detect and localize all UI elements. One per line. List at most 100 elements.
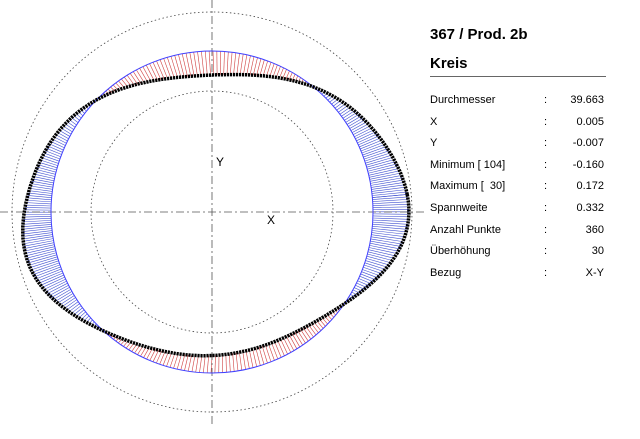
hatch-line xyxy=(25,207,52,209)
hatch-line xyxy=(22,222,52,225)
hatch-line xyxy=(178,54,185,77)
hatch-line xyxy=(349,119,365,129)
row-colon: : xyxy=(544,158,548,171)
hatch-line xyxy=(145,64,155,81)
hatch-line xyxy=(369,170,400,178)
hatch-line xyxy=(59,130,70,137)
hatch-line xyxy=(28,254,57,264)
hatch-line xyxy=(345,114,359,123)
hatch-line xyxy=(372,204,409,206)
hatch-line xyxy=(169,353,176,368)
hatch-line xyxy=(34,173,55,179)
hatch-line xyxy=(355,129,374,140)
hatch-line xyxy=(23,234,53,240)
hatch-line xyxy=(25,246,55,254)
hatch-line xyxy=(203,355,206,373)
hatch-line xyxy=(223,51,225,75)
hatch-line xyxy=(368,168,399,176)
hatch-line xyxy=(64,299,78,309)
hatch-line xyxy=(31,183,53,188)
hatch-line xyxy=(212,50,215,75)
hatch-line xyxy=(22,224,52,228)
hatch-line xyxy=(22,228,52,232)
hatch-line xyxy=(33,264,61,275)
hatch-line xyxy=(49,143,64,151)
row-label: X xyxy=(430,115,438,128)
hatch-line xyxy=(365,154,392,164)
hatch-line xyxy=(24,244,55,252)
hatch-line xyxy=(358,135,379,146)
hatch-line xyxy=(35,171,56,177)
hatch-line xyxy=(351,123,369,133)
hatch-line xyxy=(199,355,203,373)
hatch-line xyxy=(367,161,396,170)
hatch-line xyxy=(66,301,79,311)
hatch-line xyxy=(170,56,178,78)
row-value: 0.172 xyxy=(576,180,604,193)
hatch-line xyxy=(362,146,387,156)
hatch-line xyxy=(372,223,408,228)
hatch-line xyxy=(372,228,407,233)
hatch-line xyxy=(339,107,351,115)
row-value: 0.332 xyxy=(576,202,604,214)
hatch-line xyxy=(372,201,409,204)
hatch-line xyxy=(362,269,380,276)
hatch-line xyxy=(136,69,145,83)
hatch-line xyxy=(156,60,165,80)
table-row: Anzahl Punkte: 360 xyxy=(430,224,606,240)
row-label: Überhöhung xyxy=(430,245,491,258)
hatch-line xyxy=(370,179,404,186)
hatch-line xyxy=(346,116,361,125)
hatch-line xyxy=(342,110,355,119)
hatch-line xyxy=(68,303,80,312)
hatch-line xyxy=(27,195,52,199)
hatch-line xyxy=(360,273,376,280)
hatch-line xyxy=(372,221,408,225)
hatch-line xyxy=(22,230,53,235)
hatch-line xyxy=(282,69,287,79)
hatch-line xyxy=(39,162,58,169)
hatch-line xyxy=(370,238,402,245)
hatch-line xyxy=(311,323,319,333)
hatch-line xyxy=(363,264,384,272)
hatch-line xyxy=(62,125,73,133)
row-colon: : xyxy=(544,202,548,214)
hatch-line xyxy=(23,215,52,218)
header-title: 367 / Prod. 2b xyxy=(430,26,528,43)
hatch-line xyxy=(139,68,148,83)
hatch-line xyxy=(31,260,59,271)
hatch-line xyxy=(41,157,59,164)
hatch-line xyxy=(269,63,275,77)
row-value: -0.007 xyxy=(572,137,604,150)
divider xyxy=(430,76,606,77)
hatch-line xyxy=(369,175,402,182)
hatch-line xyxy=(23,240,54,247)
hatch-line xyxy=(162,352,169,366)
hatch-line xyxy=(372,199,409,202)
hatch-line xyxy=(40,159,58,166)
hatch-line xyxy=(303,327,312,340)
hatch-line xyxy=(255,348,261,366)
hatch-line xyxy=(371,230,406,235)
hatch-line xyxy=(36,268,62,280)
hatch-line xyxy=(372,206,409,209)
table-row: Durchmesser: 39.663 xyxy=(430,94,606,110)
hatch-line xyxy=(366,159,395,168)
hatch-line xyxy=(352,289,360,294)
hatch-line xyxy=(26,202,52,205)
hatch-line xyxy=(300,329,309,342)
hatch-line xyxy=(28,190,53,194)
hatch-line xyxy=(368,247,397,254)
hatch-line xyxy=(356,131,376,142)
hatch-line xyxy=(367,251,394,259)
hatch-line xyxy=(366,258,390,266)
row-colon: : xyxy=(544,180,548,193)
row-value: -0.160 xyxy=(572,158,604,171)
hatch-line xyxy=(195,355,199,373)
hatch-line xyxy=(358,278,372,284)
hatch-line xyxy=(354,287,363,292)
hatch-line xyxy=(191,355,196,372)
hatch-line xyxy=(283,337,292,353)
hatch-line xyxy=(55,291,73,302)
hatch-line xyxy=(22,226,52,230)
